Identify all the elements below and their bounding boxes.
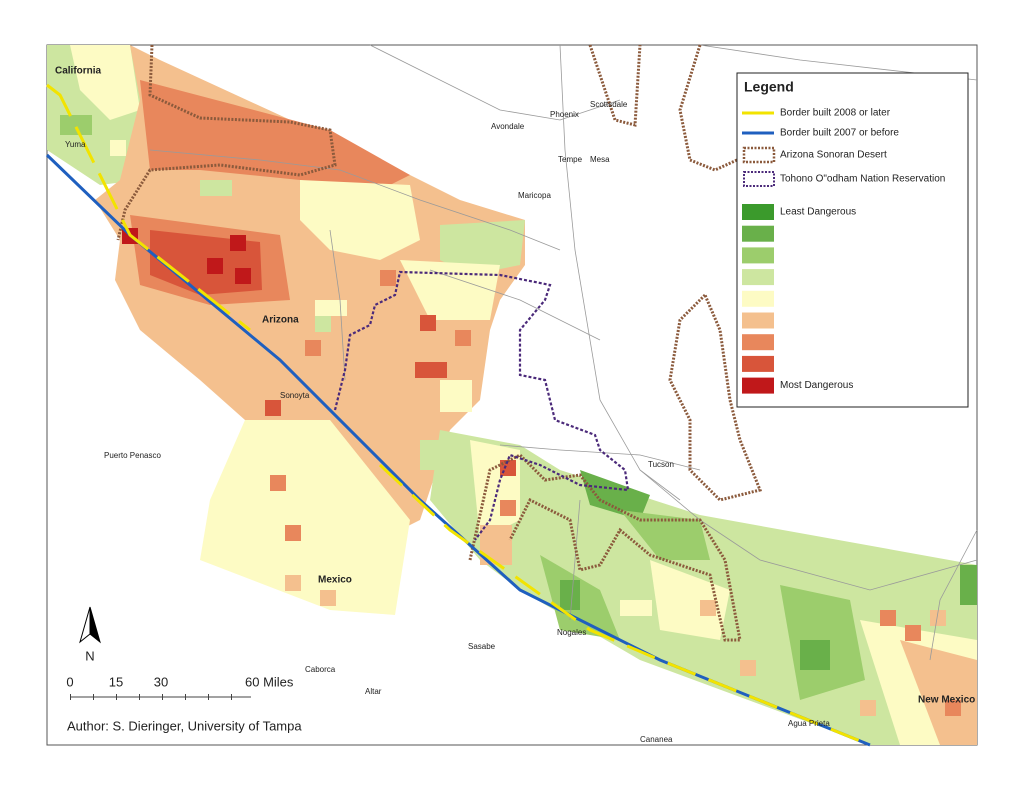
place-label: New Mexico [918,695,975,706]
scale-label: 60 Miles [245,674,294,689]
legend-label: Least Dangerous [780,207,856,218]
legend-swatch [742,269,774,286]
north-label: N [85,648,94,663]
heat-map [47,45,977,745]
scale-label: 30 [154,674,168,689]
legend-swatch [742,290,774,307]
legend-swatch [742,204,774,220]
place-label: California [55,66,102,77]
place-label: Mesa [590,155,610,164]
legend-swatch [742,312,774,329]
roads [149,44,978,661]
place-label: Tempe [558,155,583,164]
place-label: Cananea [640,735,673,744]
legend-title: Legend [744,79,794,95]
legend-label: Border built 2008 or later [780,108,891,119]
scale-label: 15 [109,674,123,689]
legend-swatch [742,247,774,264]
border-2008 [46,83,251,332]
scale-label: 0 [66,674,73,689]
place-label: Scottsdale [590,100,628,109]
place-label: Maricopa [518,191,551,200]
place-label: Phoenix [550,110,579,119]
credit: Author: S. Dieringer, University of Tamp… [67,718,302,733]
place-label: Nogales [557,628,586,637]
place-label: Mexico [318,575,352,586]
border-2008 [378,463,871,747]
place-label: Agua Prieta [788,719,830,728]
place-label: Avondale [491,122,525,131]
legend-label: Border built 2007 or before [780,128,899,139]
scale-bar: 0 15 30 60 Miles [66,674,294,700]
place-label: Sasabe [468,642,496,651]
place-label: Tucson [648,460,674,469]
legend-symbol [743,171,775,187]
legend-swatch [742,355,774,372]
place-labels: California Yuma Avondale Phoenix Scottsd… [55,66,975,744]
legend-symbol [742,146,776,164]
legend-label: Most Dangerous [780,380,853,391]
legend: Legend Border built 2008 or later Border … [736,72,969,408]
reservation-boundary [333,270,630,541]
place-label: Caborca [305,665,336,674]
place-label: Yuma [65,140,86,149]
sonoran-desert [116,44,763,642]
place-label: Arizona [262,315,299,326]
legend-swatch [742,334,774,351]
legend-box [736,72,969,408]
place-label: Altar [365,687,382,696]
place-label: Puerto Penasco [104,451,161,460]
north-arrow: N [79,606,101,663]
legend-swatch [742,225,774,242]
legend-label: Tohono O"odham Nation Reservation [780,174,945,185]
legend-label: Arizona Sonoran Desert [780,150,887,161]
place-label: Sonoyta [280,391,310,400]
legend-swatch [742,377,774,394]
